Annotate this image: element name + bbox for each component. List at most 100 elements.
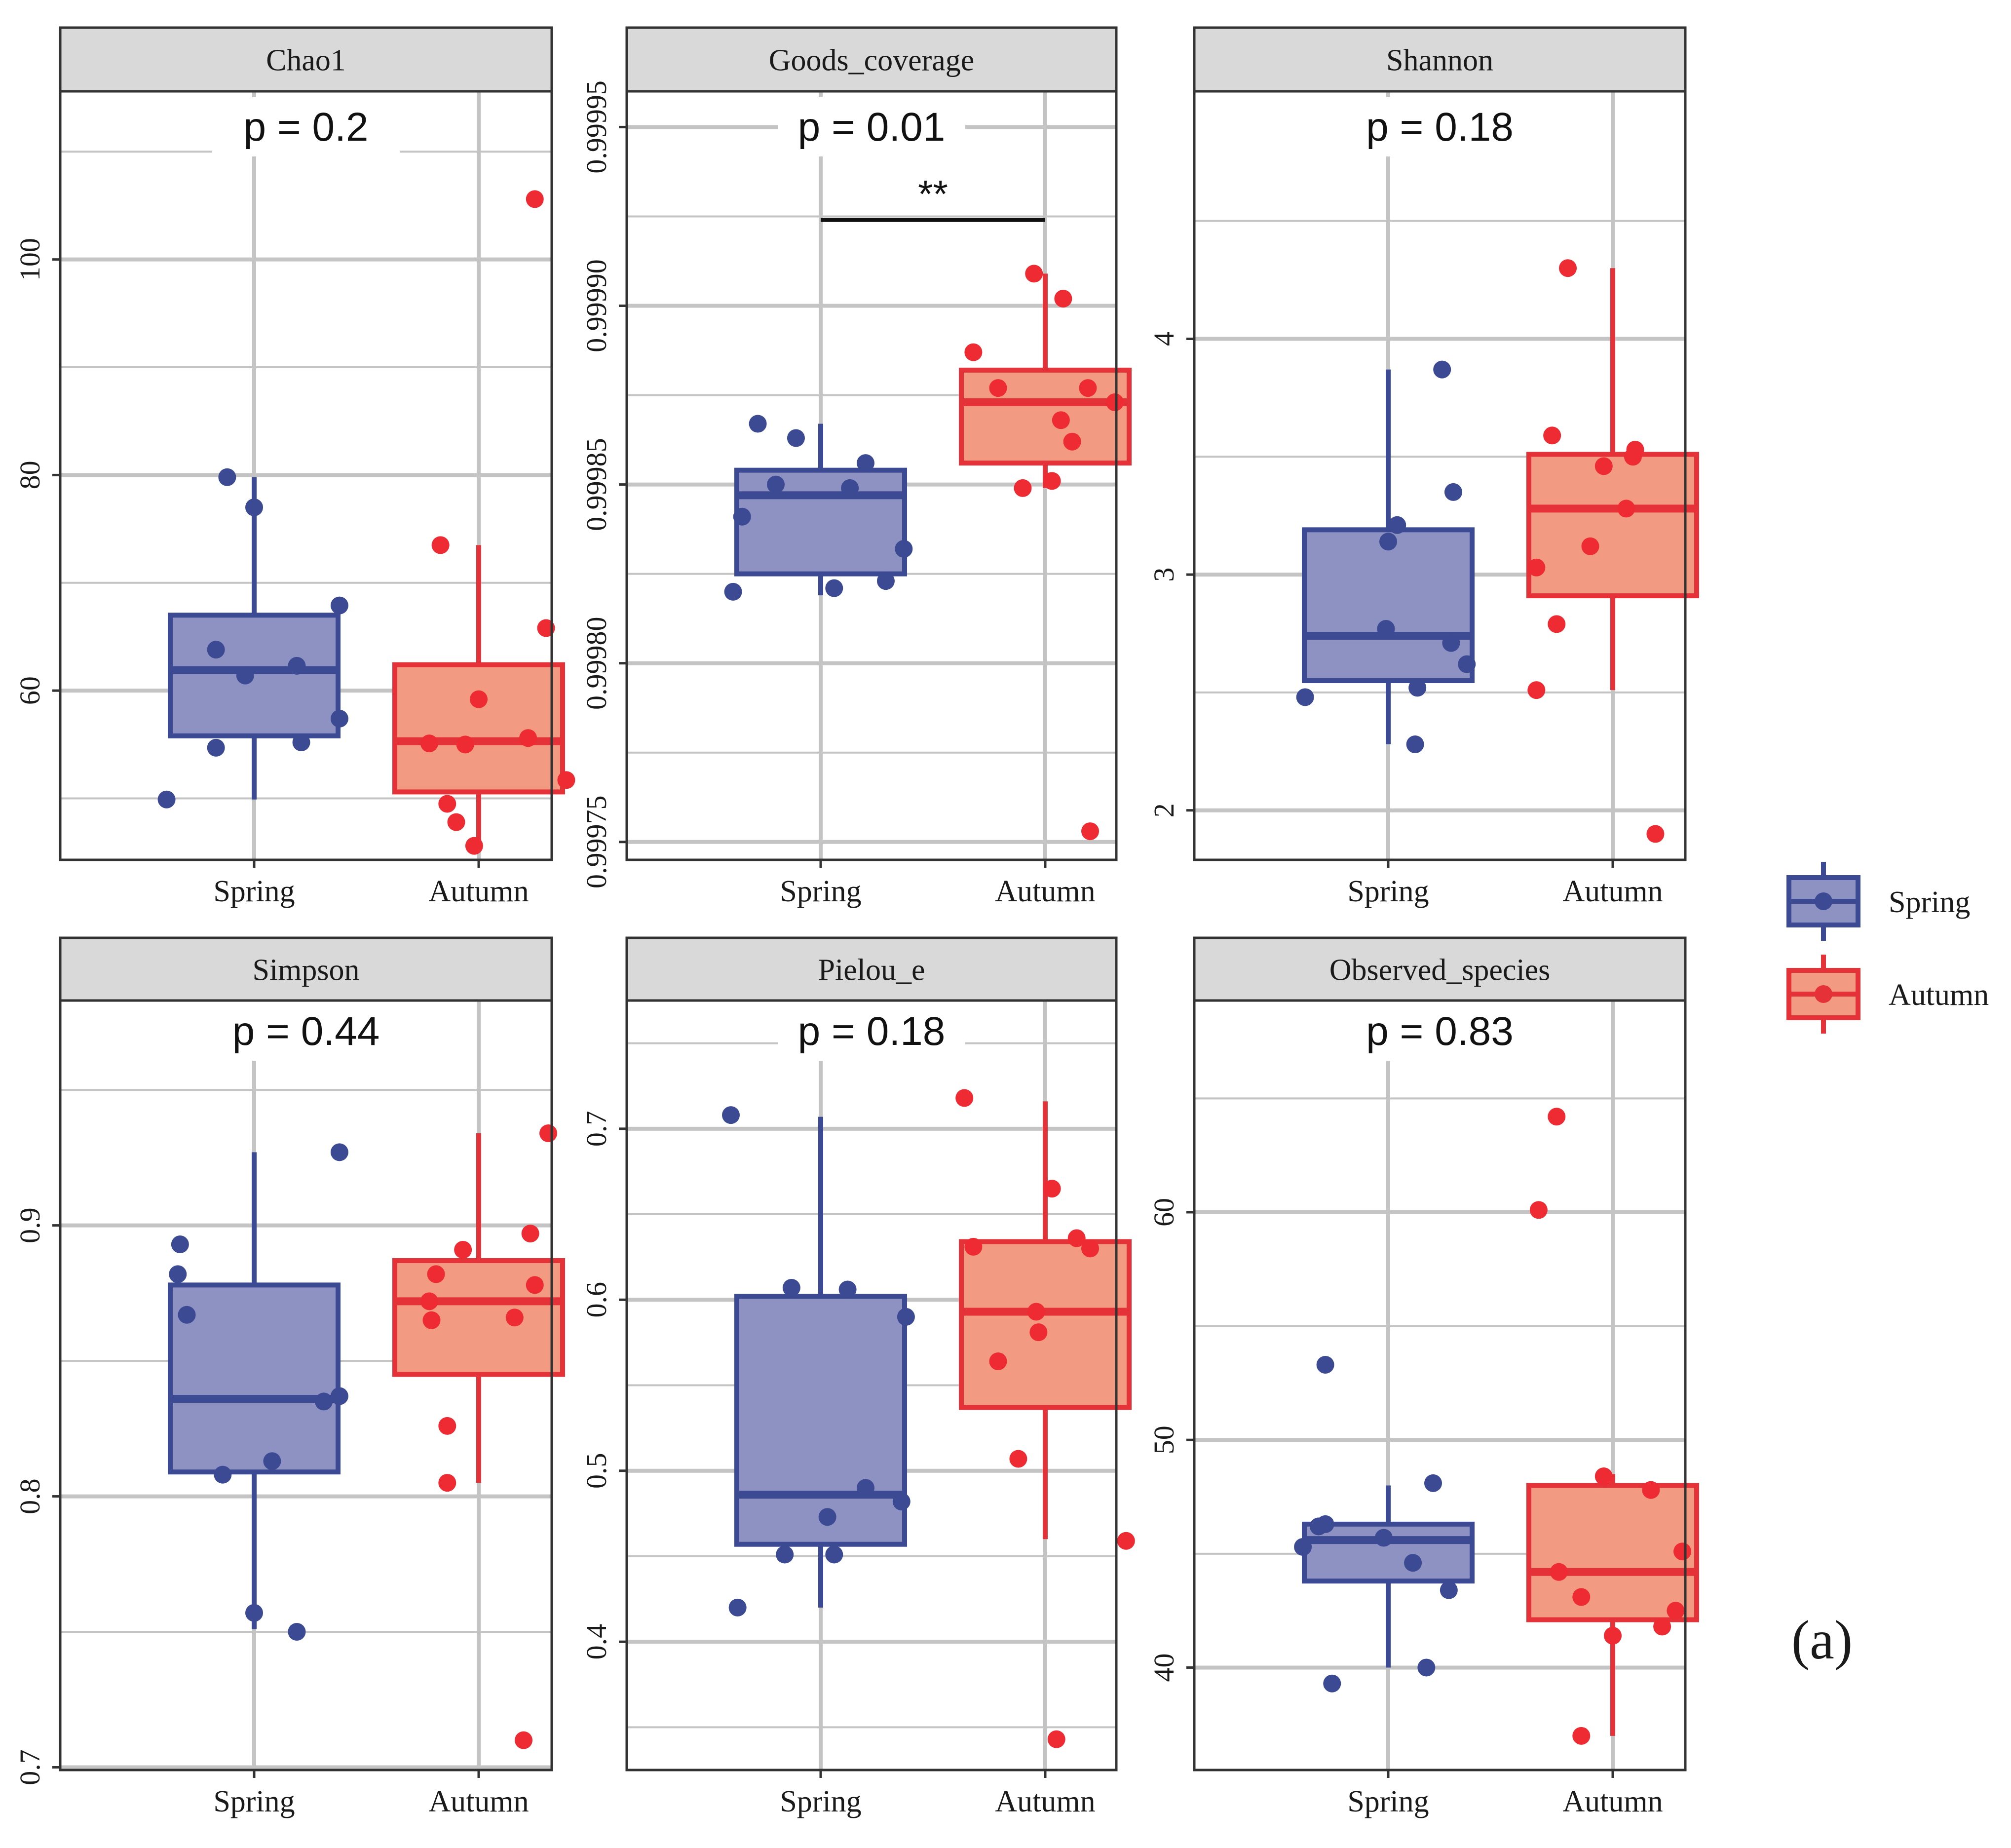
- p-value-background: [212, 97, 400, 156]
- data-point-spring: [876, 572, 895, 590]
- data-point-spring: [1377, 619, 1395, 638]
- data-point-spring: [892, 1493, 911, 1511]
- data-point-autumn: [1527, 558, 1546, 577]
- box-spring: [168, 477, 341, 800]
- plot-area: [1194, 1001, 1685, 1770]
- x-tick-label-spring: Spring: [780, 1785, 861, 1818]
- legend-point: [1815, 985, 1832, 1003]
- panel-simpson: p = 0.44 Simpson 0.7 0.8 0.9 Spring Autumn: [14, 936, 565, 1818]
- strip-title: Goods_coverage: [769, 44, 975, 77]
- data-point-spring: [288, 1623, 306, 1641]
- data-point-autumn: [521, 1225, 539, 1243]
- data-point-autumn: [526, 190, 544, 208]
- data-point-autumn: [422, 1311, 441, 1329]
- y-tick-label: 60: [14, 676, 46, 705]
- y-tick-label: 0.7: [580, 1111, 612, 1147]
- box-spring: [734, 1116, 907, 1608]
- data-point-autumn: [1594, 457, 1613, 475]
- data-point-spring: [1433, 360, 1451, 379]
- y-tick-label: 40: [1148, 1653, 1180, 1682]
- box-iqr: [1302, 527, 1475, 684]
- y-tick-label: 2: [1148, 803, 1180, 817]
- strip-title: Pielou_e: [818, 954, 925, 987]
- data-point-spring: [728, 1598, 747, 1617]
- strip-background: [1193, 936, 1687, 1002]
- data-point-autumn: [955, 1089, 974, 1107]
- data-point-spring: [1440, 1581, 1458, 1599]
- data-point-autumn: [1617, 500, 1635, 518]
- data-point-spring: [157, 790, 176, 808]
- data-point-spring: [724, 582, 742, 601]
- data-point-autumn: [427, 1265, 445, 1283]
- data-point-autumn: [438, 1474, 456, 1492]
- data-point-spring: [1316, 1515, 1334, 1533]
- data-point-spring: [207, 738, 225, 757]
- y-tick-label: 0.7: [14, 1749, 46, 1785]
- data-point-spring: [288, 656, 306, 675]
- y-tick-label: 50: [1148, 1425, 1180, 1454]
- box-autumn: [1526, 268, 1699, 691]
- data-point-autumn: [1604, 1626, 1622, 1645]
- x-tick-label-spring: Spring: [213, 1785, 295, 1818]
- data-point-spring: [1417, 1658, 1436, 1677]
- data-point-autumn: [1543, 426, 1561, 445]
- p-value-background: [212, 1001, 400, 1061]
- data-point-spring: [895, 539, 913, 558]
- data-point-spring: [178, 1306, 196, 1324]
- box-iqr: [168, 613, 341, 738]
- data-point-autumn: [1047, 1730, 1065, 1748]
- significance-stars: **: [918, 172, 948, 216]
- x-tick-label-spring: Spring: [213, 875, 295, 908]
- data-point-spring: [1323, 1674, 1341, 1693]
- legend-key-autumn: [1786, 955, 1860, 1034]
- data-point-autumn: [420, 1292, 438, 1310]
- strip-title: Chao1: [266, 44, 346, 77]
- data-point-spring: [1374, 1529, 1393, 1547]
- data-point-autumn: [1081, 822, 1099, 841]
- p-value-label: p = 0.83: [1366, 1009, 1514, 1054]
- data-point-autumn: [1642, 1481, 1660, 1499]
- y-tick-label: 0.9: [14, 1207, 46, 1243]
- strip-background: [1193, 26, 1687, 93]
- panel-shannon: p = 0.18 Shannon 2 3 4 Spring Autumn: [1148, 26, 1699, 908]
- data-point-spring: [330, 1143, 348, 1161]
- x-tick-label-spring: Spring: [780, 875, 861, 908]
- p-value-background: [778, 1001, 965, 1061]
- data-point-spring: [245, 1604, 263, 1622]
- data-point-spring: [841, 479, 859, 497]
- data-point-autumn: [438, 795, 456, 813]
- box-autumn: [1526, 1474, 1699, 1736]
- y-tick-label: 0.99980: [580, 616, 612, 710]
- data-point-spring: [1444, 483, 1462, 501]
- data-point-autumn: [431, 536, 450, 554]
- box-iqr: [392, 662, 565, 795]
- data-point-spring: [897, 1308, 915, 1326]
- strip-title: Observed_species: [1329, 954, 1551, 987]
- box-iqr: [168, 1282, 341, 1475]
- y-tick-label: 60: [1148, 1198, 1180, 1227]
- data-point-autumn: [1626, 440, 1644, 459]
- y-tick-label: 100: [14, 238, 46, 281]
- box-spring: [734, 424, 907, 596]
- x-tick-label-autumn: Autumn: [995, 875, 1095, 908]
- y-tick-label: 0.99995: [580, 80, 612, 174]
- strip-background: [625, 26, 1118, 93]
- data-point-autumn: [964, 1237, 983, 1256]
- data-point-autumn: [1063, 432, 1081, 451]
- data-point-autumn: [1646, 825, 1665, 843]
- box-iqr: [959, 367, 1132, 466]
- data-point-autumn: [1067, 1229, 1086, 1247]
- box-autumn: [959, 273, 1132, 488]
- data-point-spring: [857, 454, 874, 472]
- data-point-spring: [733, 507, 751, 526]
- data-point-spring: [315, 1392, 333, 1411]
- box-iqr: [959, 1239, 1132, 1410]
- data-point-autumn: [519, 729, 537, 747]
- data-point-autumn: [1054, 290, 1072, 308]
- p-value-label: p = 0.44: [232, 1009, 380, 1054]
- data-point-autumn: [1527, 681, 1546, 699]
- box-iqr: [1526, 1483, 1699, 1622]
- strip-title: Shannon: [1386, 44, 1493, 77]
- data-point-spring: [171, 1235, 189, 1254]
- x-tick-label-autumn: Autumn: [1562, 875, 1663, 908]
